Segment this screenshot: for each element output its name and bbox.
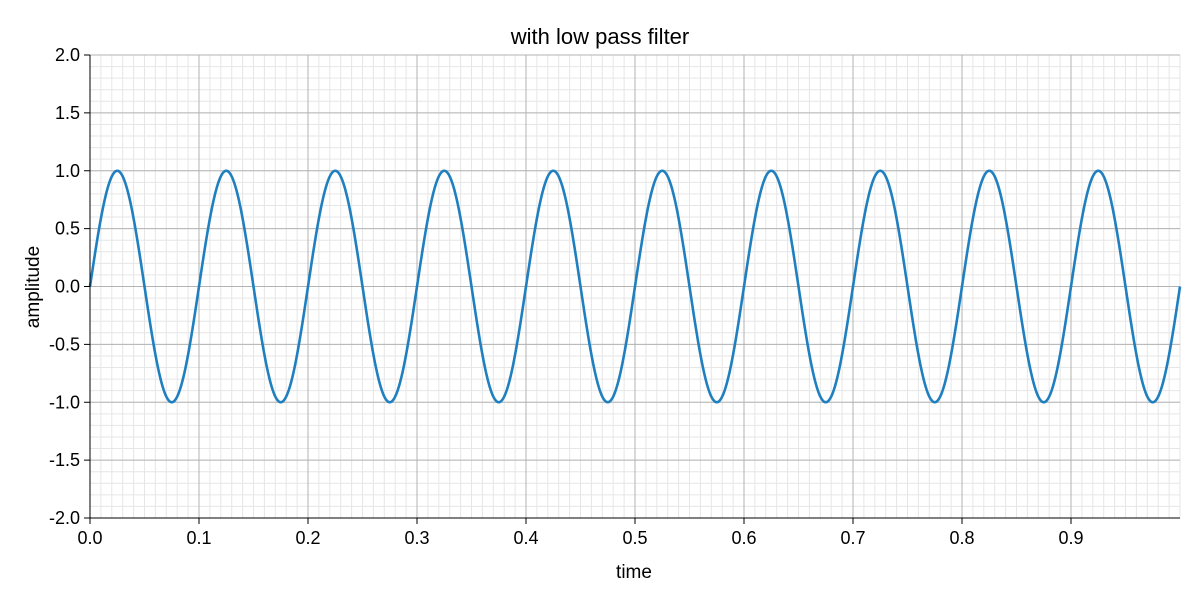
x-tick-label: 0.1: [186, 528, 211, 548]
y-tick-label: 1.5: [55, 103, 80, 123]
x-tick-label: 0.8: [949, 528, 974, 548]
y-tick-label: -0.5: [49, 334, 80, 354]
y-tick-label: -1.5: [49, 450, 80, 470]
y-tick-label: 2.0: [55, 45, 80, 65]
x-axis-label: time: [616, 562, 652, 583]
y-tick-label: 1.0: [55, 161, 80, 181]
x-tick-label: 0.0: [77, 528, 102, 548]
y-tick-label: -2.0: [49, 508, 80, 528]
x-tick-label: 0.3: [404, 528, 429, 548]
x-tick-label: 0.4: [513, 528, 538, 548]
y-tick-label: 0.0: [55, 277, 80, 297]
x-tick-label: 0.9: [1058, 528, 1083, 548]
x-tick-label: 0.6: [731, 528, 756, 548]
x-tick-label: 0.2: [295, 528, 320, 548]
x-tick-label: 0.5: [622, 528, 647, 548]
y-tick-label: 0.5: [55, 219, 80, 239]
chart-title: with low pass filter: [510, 24, 690, 49]
signal-line: [88, 169, 1182, 404]
x-tick-label: 0.7: [840, 528, 865, 548]
series-layer: [88, 169, 1182, 404]
y-axis-label: amplitude: [23, 246, 44, 328]
tick-layer: 0.0 0.1 0.2 0.3 0.4 0.5 0.6 0.7 0.8 0.9 2.0 1.5 1.0 0…: [49, 45, 1084, 548]
y-tick-label: -1.0: [49, 392, 80, 412]
